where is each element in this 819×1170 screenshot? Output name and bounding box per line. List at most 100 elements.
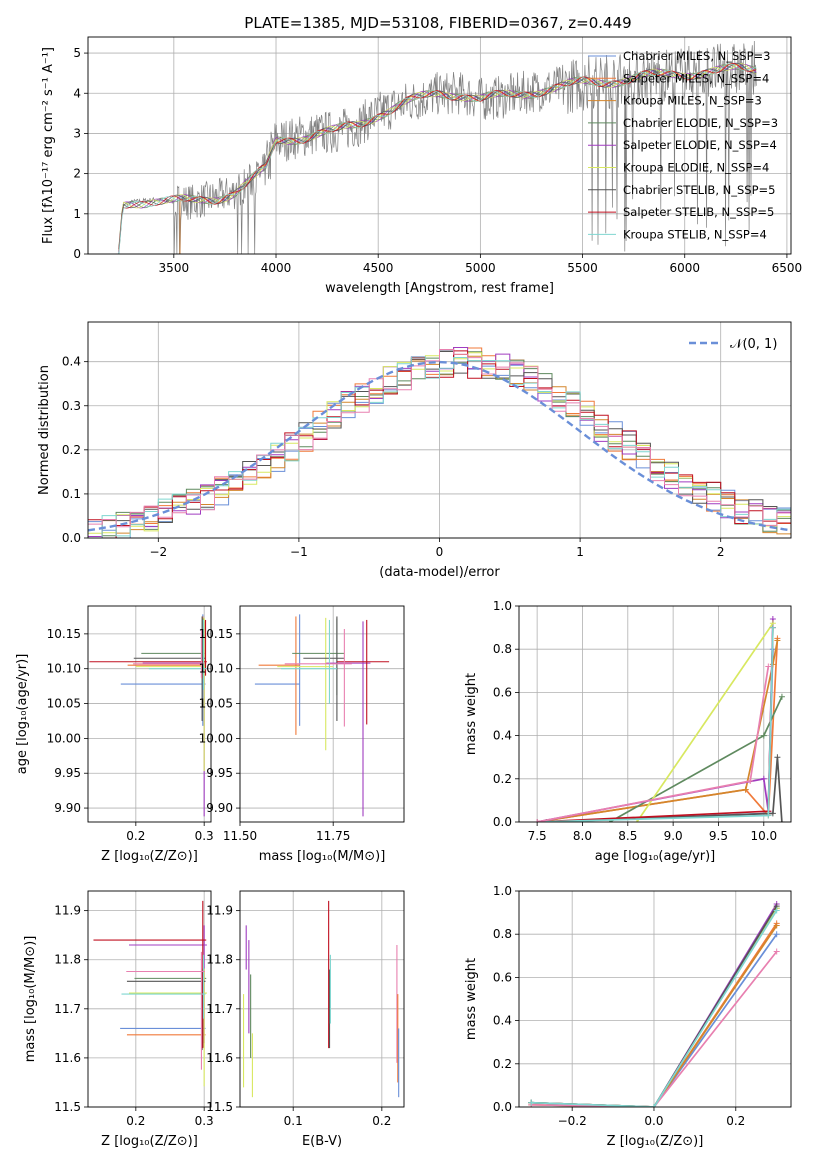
mass_vs_Z-panel: 0.2 0.3 11.5 11.6 11.7 11.8 11.9 Z [log₁₀(Z/Z⊙)… [23,890,214,1149]
x-tick-label: −2 [149,545,167,559]
mass_vs_ebv-plot-area [242,900,400,1098]
x-tick-label: 0.2 [126,1114,145,1128]
weight-marker-pink [534,819,541,822]
weight-marker-kroupa_miles [773,922,780,929]
x-axis-label: Z [log₁₀(Z/Z⊙)] [101,1134,198,1149]
legend-label: Chabrier STELIB, N_SSP=5 [623,183,775,197]
x-tick-label: 2 [717,545,725,559]
weight-marker-chabrier_miles [773,931,780,938]
x-tick-label: 11.50 [223,829,257,843]
weight-marker-kroupa_miles [774,637,781,644]
x-tick-label: 0.2 [126,829,145,843]
y-tick-label: 9.95 [206,766,233,780]
x-axis-label: mass [log₁₀(M/M⊙)] [259,849,386,864]
axes-frame [518,605,792,823]
weight-marker-kroupa_miles [742,786,749,793]
y-tick-label: 9.90 [206,801,233,815]
weight-line-kroupa_elodie [636,622,774,822]
weight-marker-kroupa_stelib [769,624,776,631]
age_vs_mass-panel: 11.50 11.75 9.90 9.95 10.00 10.05 10.10 10.15 ma… [199,605,405,864]
x-tick-label: 9.5 [709,829,728,843]
x-tick-label: 4500 [363,261,394,275]
x-tick-label: 0.1 [284,1114,303,1128]
y-tick-label: 0.8 [493,927,512,941]
y-axis-label: Flux [fλ10⁻¹⁷ erg cm⁻² s⁻¹ A⁻¹] [41,47,56,244]
x-tick-label: 3500 [159,261,190,275]
x-tick-label: 6500 [772,261,803,275]
weight-line-salpeter_stelib [537,627,774,822]
y-tick-label: 10.00 [47,731,81,745]
normal-distribution-curve [88,360,791,532]
y-tick-label: 0.4 [493,729,512,743]
weight-marker-pink [747,777,754,784]
weight-marker-pink [765,663,772,670]
legend-label: Chabrier MILES, N_SSP=3 [623,49,770,63]
y-tick-label: 3 [73,126,81,140]
y-tick-label: 0.0 [62,531,81,545]
legend-label: 𝒩(0, 1) [730,337,777,352]
age_vs_Z-plot-area [89,614,207,817]
x-tick-label: 0.3 [195,829,214,843]
y-tick-label: 11.6 [206,1051,233,1065]
legend-label: Salpeter STELIB, N_SSP=5 [623,205,774,219]
x-tick-label: 6000 [669,261,700,275]
y-axis-label: mass weight [464,958,479,1040]
y-tick-label: 11.8 [206,953,233,967]
axes-frame [87,36,792,255]
legend-label: Salpeter ELODIE, N_SSP=4 [623,138,777,152]
weight-marker-chabrier_elodie [778,693,785,700]
y-tick-label: 11.5 [206,1100,233,1114]
legend-label: Kroupa STELIB, N_SSP=4 [623,227,767,241]
y-axis-label: age [log₁₀(age/yr)] [15,654,30,775]
y-tick-label: 0.1 [62,487,81,501]
x-axis-label: age [log₁₀(age/yr)] [595,849,716,864]
y-tick-label: 11.7 [54,1002,81,1016]
y-tick-label: 11.9 [206,904,233,918]
x-tick-label: 8.0 [573,829,592,843]
model-spectrum-salpeter_stelib [118,62,757,252]
weight-marker-chabrier_stelib [774,754,781,761]
y-tick-label: 1.0 [493,884,512,898]
model-spectrum-kroupa_stelib [118,63,757,254]
spectrum-plot-area [115,40,757,254]
axes-frame [87,890,212,1108]
weight-marker-chabrier_stelib [778,819,785,822]
x-axis-label: Z [log₁₀(Z/Z⊙)] [607,1134,704,1149]
y-tick-label: 0 [73,247,81,261]
y-tick-label: 10.05 [199,697,233,711]
y-tick-label: 9.95 [54,766,81,780]
age_vs_mass-plot-area [254,614,390,817]
x-tick-label: 5000 [465,261,496,275]
residual_hist-plot-area [88,347,791,538]
y-tick-label: 5 [73,46,81,60]
x-tick-label: 4000 [261,261,292,275]
x-tick-label: 0.2 [726,1114,745,1128]
weight-marker-salpeter_elodie [760,775,767,782]
y-axis-label: mass weight [464,673,479,755]
x-axis-label: (data-model)/error [379,565,500,580]
model-spectrum-kroupa_elodie [118,63,757,250]
y-axis-label: mass [log₁₀(M/M⊙)] [23,936,38,1063]
y-tick-label: 11.6 [54,1051,81,1065]
x-tick-label: 0.0 [644,1114,663,1128]
y-tick-label: 0.6 [493,970,512,984]
y-tick-label: 11.5 [54,1100,81,1114]
weight_vs_Z-panel: −0.2 0.0 0.2 0.0 0.2 0.4 0.6 0.8 1.0 Z [log₁₀(Z/Z… [464,884,792,1149]
axes-frame [518,890,792,1108]
y-tick-label: 10.10 [199,662,233,676]
y-tick-label: 11.8 [54,953,81,967]
residual_hist-panel: −2 −1 0 1 2 0.0 0.1 0.2 0.3 0.4 (data-model)/error… [37,321,792,580]
weight_vs_Z-plot-area [528,900,780,1107]
weight-marker-chabrier_stelib [769,810,776,817]
x-tick-label: 0.2 [372,1114,391,1128]
y-axis-label: Normed distribution [37,365,52,495]
weight_vs_age-panel: 7.5 8.0 8.5 9.0 9.5 10.0 0.0 0.2 0.4 0.6 0.8 1.0 age… [464,599,792,864]
axes-frame [239,605,405,823]
figure-title: PLATE=1385, MJD=53108, FIBERID=0367, z=0… [244,14,631,32]
weight-marker-chabrier_elodie [760,732,767,739]
weight-marker-pink [773,948,780,955]
weight-line-chabrier_stelib [546,757,783,822]
y-tick-label: 0.6 [493,685,512,699]
x-axis-label: Z [log₁₀(Z/Z⊙)] [101,849,198,864]
spectrum-panel: 3500 4000 4500 5000 5500 6000 6500 0 1 2 3 4 5 wavele… [41,36,803,296]
